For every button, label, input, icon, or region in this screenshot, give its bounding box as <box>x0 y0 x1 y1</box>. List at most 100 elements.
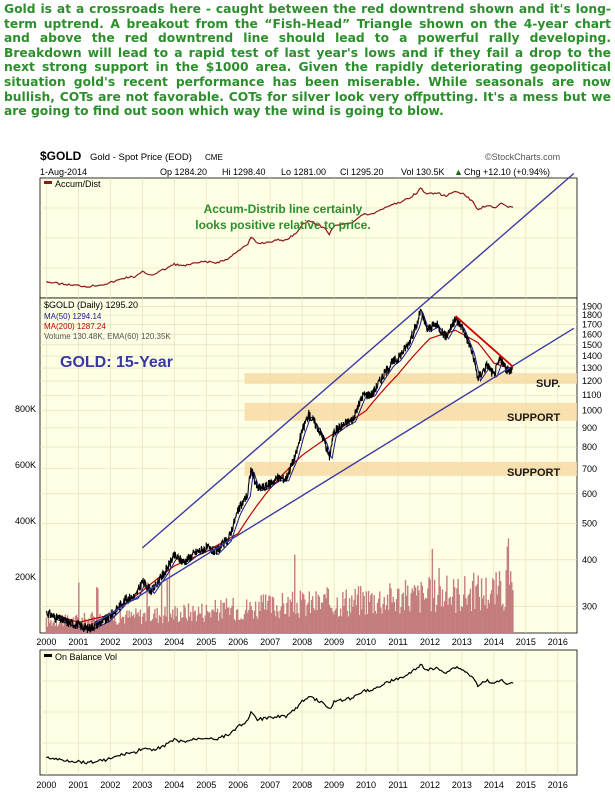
x-tick-label-obv: 2008 <box>292 780 312 790</box>
support-zone <box>244 373 578 384</box>
x-tick-label: 2011 <box>388 637 407 647</box>
obv-swatch <box>44 654 52 657</box>
volume-tick-label: 800K <box>15 404 36 414</box>
stockcharts-credit: ©StockCharts.com <box>485 152 560 162</box>
x-tick-label: 2000 <box>36 637 56 647</box>
x-tick-label-obv: 2010 <box>356 780 376 790</box>
volume-tick-label: 600K <box>15 460 36 470</box>
x-tick-label-obv: 2014 <box>484 780 504 790</box>
headline-commentary: Gold is at a crossroads here - caught be… <box>4 2 611 119</box>
date-label: 1-Aug-2014 <box>40 167 87 177</box>
x-tick-label-obv: 2002 <box>100 780 120 790</box>
accum-annotation-line2: looks positive relative to price. <box>195 218 370 232</box>
y-tick-label: 700 <box>582 464 597 474</box>
x-tick-label: 2014 <box>484 637 504 647</box>
legend-ma50: MA(50) 1294.14 <box>44 312 102 321</box>
volume-tick-label: 400K <box>15 516 36 526</box>
y-tick-label: 800 <box>582 442 597 452</box>
obv-label: On Balance Vol <box>55 652 117 662</box>
accum-annotation-line1: Accum-Distrib line certainly <box>204 202 363 216</box>
x-tick-label: 2001 <box>68 637 88 647</box>
exchange-label: CME <box>205 153 223 162</box>
accum-dist-label: Accum/Dist <box>55 179 101 189</box>
y-tick-label: 300 <box>582 602 597 612</box>
y-tick-label: 900 <box>582 423 597 433</box>
chart-header: $GOLD Gold - Spot Price (EOD) CME ©Stock… <box>40 149 560 177</box>
y-tick-label: 600 <box>582 489 597 499</box>
accum-dist-line <box>46 187 514 288</box>
y-tick-label: 1200 <box>582 376 602 386</box>
x-tick-label-obv: 2005 <box>196 780 216 790</box>
accum-dist-series <box>46 187 514 288</box>
axis-ticks: 2000 2000 2001 2001 2002 2002 2003 2003 2004 2004… <box>15 301 602 790</box>
x-tick-label-obv: 2004 <box>164 780 184 790</box>
volume-value: Vol 130.5K <box>401 167 445 177</box>
y-tick-label: 1800 <box>582 310 602 320</box>
x-tick-label-obv: 2006 <box>228 780 248 790</box>
y-tick-label: 1100 <box>582 390 601 400</box>
y-tick-label: 1500 <box>582 340 602 350</box>
x-tick-label-obv: 2015 <box>516 780 536 790</box>
x-tick-label-obv: 2013 <box>452 780 472 790</box>
support-label-700: SUPPORT <box>507 467 560 479</box>
chart-title-gold-15-year: GOLD: 15-Year <box>60 354 173 371</box>
x-tick-label-obv: 2012 <box>420 780 440 790</box>
symbol-label: $GOLD <box>40 149 82 163</box>
price-legend: $GOLD (Daily) 1295.20 MA(50) 1294.14 MA(… <box>44 300 171 341</box>
price-series <box>45 308 513 634</box>
open-value: Op 1284.20 <box>160 167 207 177</box>
x-tick-label: 2012 <box>420 637 440 647</box>
x-tick-label: 2008 <box>292 637 312 647</box>
x-tick-label: 2009 <box>324 637 344 647</box>
y-tick-label: 1400 <box>582 351 602 361</box>
legend-ma200: MA(200) 1287.24 <box>44 322 106 331</box>
trend-lines <box>93 172 575 625</box>
x-tick-label: 2007 <box>260 637 280 647</box>
y-tick-label: 500 <box>582 518 597 528</box>
y-tick-label: 1900 <box>582 301 602 311</box>
x-tick-label-obv: 2000 <box>36 780 56 790</box>
uptrend-lower-line <box>93 327 575 625</box>
x-tick-label-obv: 2001 <box>68 780 88 790</box>
accum-dist-swatch <box>44 181 52 184</box>
change-value: Chg +12.10 (+0.94%) <box>464 167 550 177</box>
support-label-sup: SUP. <box>536 378 560 390</box>
y-tick-label: 1300 <box>582 363 602 373</box>
x-tick-label: 2003 <box>132 637 152 647</box>
x-tick-label: 2016 <box>548 637 568 647</box>
x-tick-label-obv: 2009 <box>324 780 344 790</box>
x-tick-label-obv: 2003 <box>132 780 152 790</box>
x-tick-label-obv: 2007 <box>260 780 280 790</box>
uptrend-upper-line <box>141 172 575 549</box>
y-tick-label: 1000 <box>582 406 602 416</box>
obv-panel <box>39 649 578 776</box>
instrument-name: Gold - Spot Price (EOD) <box>90 152 192 163</box>
x-tick-label: 2013 <box>452 637 472 647</box>
x-tick-label: 2004 <box>164 637 184 647</box>
x-tick-label-obv: 2011 <box>388 780 407 790</box>
downtrend-line <box>454 315 514 368</box>
up-arrow-icon: ▲ <box>454 167 463 177</box>
legend-price: $GOLD (Daily) 1295.20 <box>44 300 138 310</box>
legend-volume: Volume 130.48K, EMA(60) 120.35K <box>44 332 171 341</box>
support-label-1000: SUPPORT <box>507 412 560 424</box>
y-tick-label: 1600 <box>582 329 602 339</box>
x-tick-label: 2006 <box>228 637 248 647</box>
low-value: Lo 1281.00 <box>281 167 326 177</box>
x-tick-label: 2015 <box>516 637 536 647</box>
support-zone <box>244 402 578 421</box>
y-tick-label: 1700 <box>582 319 602 329</box>
x-tick-label: 2005 <box>196 637 216 647</box>
close-value: Cl 1295.20 <box>340 167 384 177</box>
obv-line <box>46 663 514 765</box>
support-zones <box>244 373 578 476</box>
volume-tick-label: 200K <box>15 572 36 582</box>
support-zone <box>244 461 578 476</box>
x-tick-label-obv: 2016 <box>548 780 568 790</box>
y-tick-label: 400 <box>582 555 597 565</box>
high-value: Hi 1298.40 <box>222 167 266 177</box>
x-tick-label: 2010 <box>356 637 376 647</box>
ma200-series <box>55 329 512 624</box>
x-tick-label: 2002 <box>100 637 120 647</box>
